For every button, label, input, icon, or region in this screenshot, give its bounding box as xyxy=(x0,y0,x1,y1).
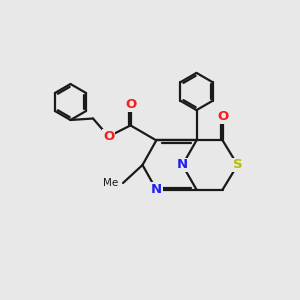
Text: S: S xyxy=(233,158,242,172)
Text: O: O xyxy=(103,130,114,143)
Text: O: O xyxy=(217,110,228,124)
Text: N: N xyxy=(177,158,188,172)
Text: Me: Me xyxy=(103,178,118,188)
Text: N: N xyxy=(151,183,162,196)
Text: O: O xyxy=(125,98,136,111)
